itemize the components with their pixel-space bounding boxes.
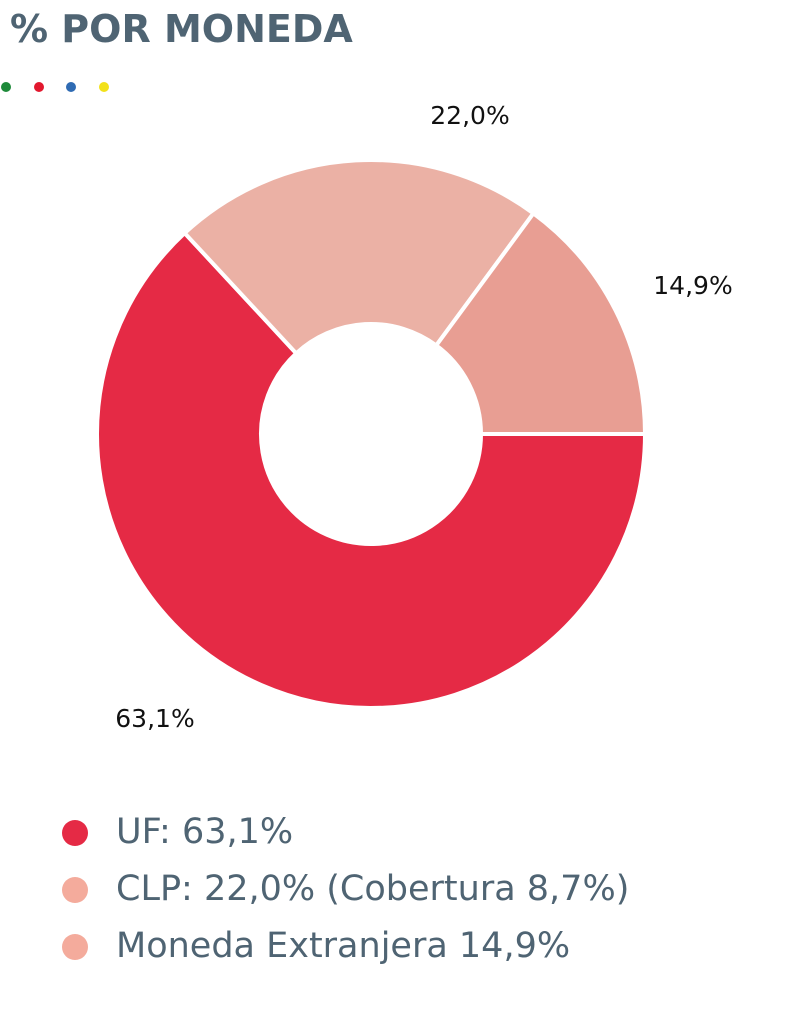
legend-label: Moneda Extranjera 14,9% bbox=[116, 926, 570, 966]
slice bbox=[95, 230, 648, 710]
legend-marker bbox=[62, 820, 88, 846]
chart-title: % POR MONEDA bbox=[10, 7, 353, 51]
value-label: 14,9% bbox=[653, 271, 732, 300]
value-label: 22,0% bbox=[430, 101, 509, 130]
legend-marker bbox=[62, 934, 88, 960]
legend-label: UF: 63,1% bbox=[116, 812, 293, 852]
legend-marker bbox=[62, 877, 88, 903]
legend-label: CLP: 22,0% (Cobertura 8,7%) bbox=[116, 869, 629, 909]
slice bbox=[181, 158, 537, 357]
slice bbox=[433, 210, 648, 436]
decoration bbox=[1, 82, 109, 92]
value-label: 63,1% bbox=[115, 704, 194, 733]
